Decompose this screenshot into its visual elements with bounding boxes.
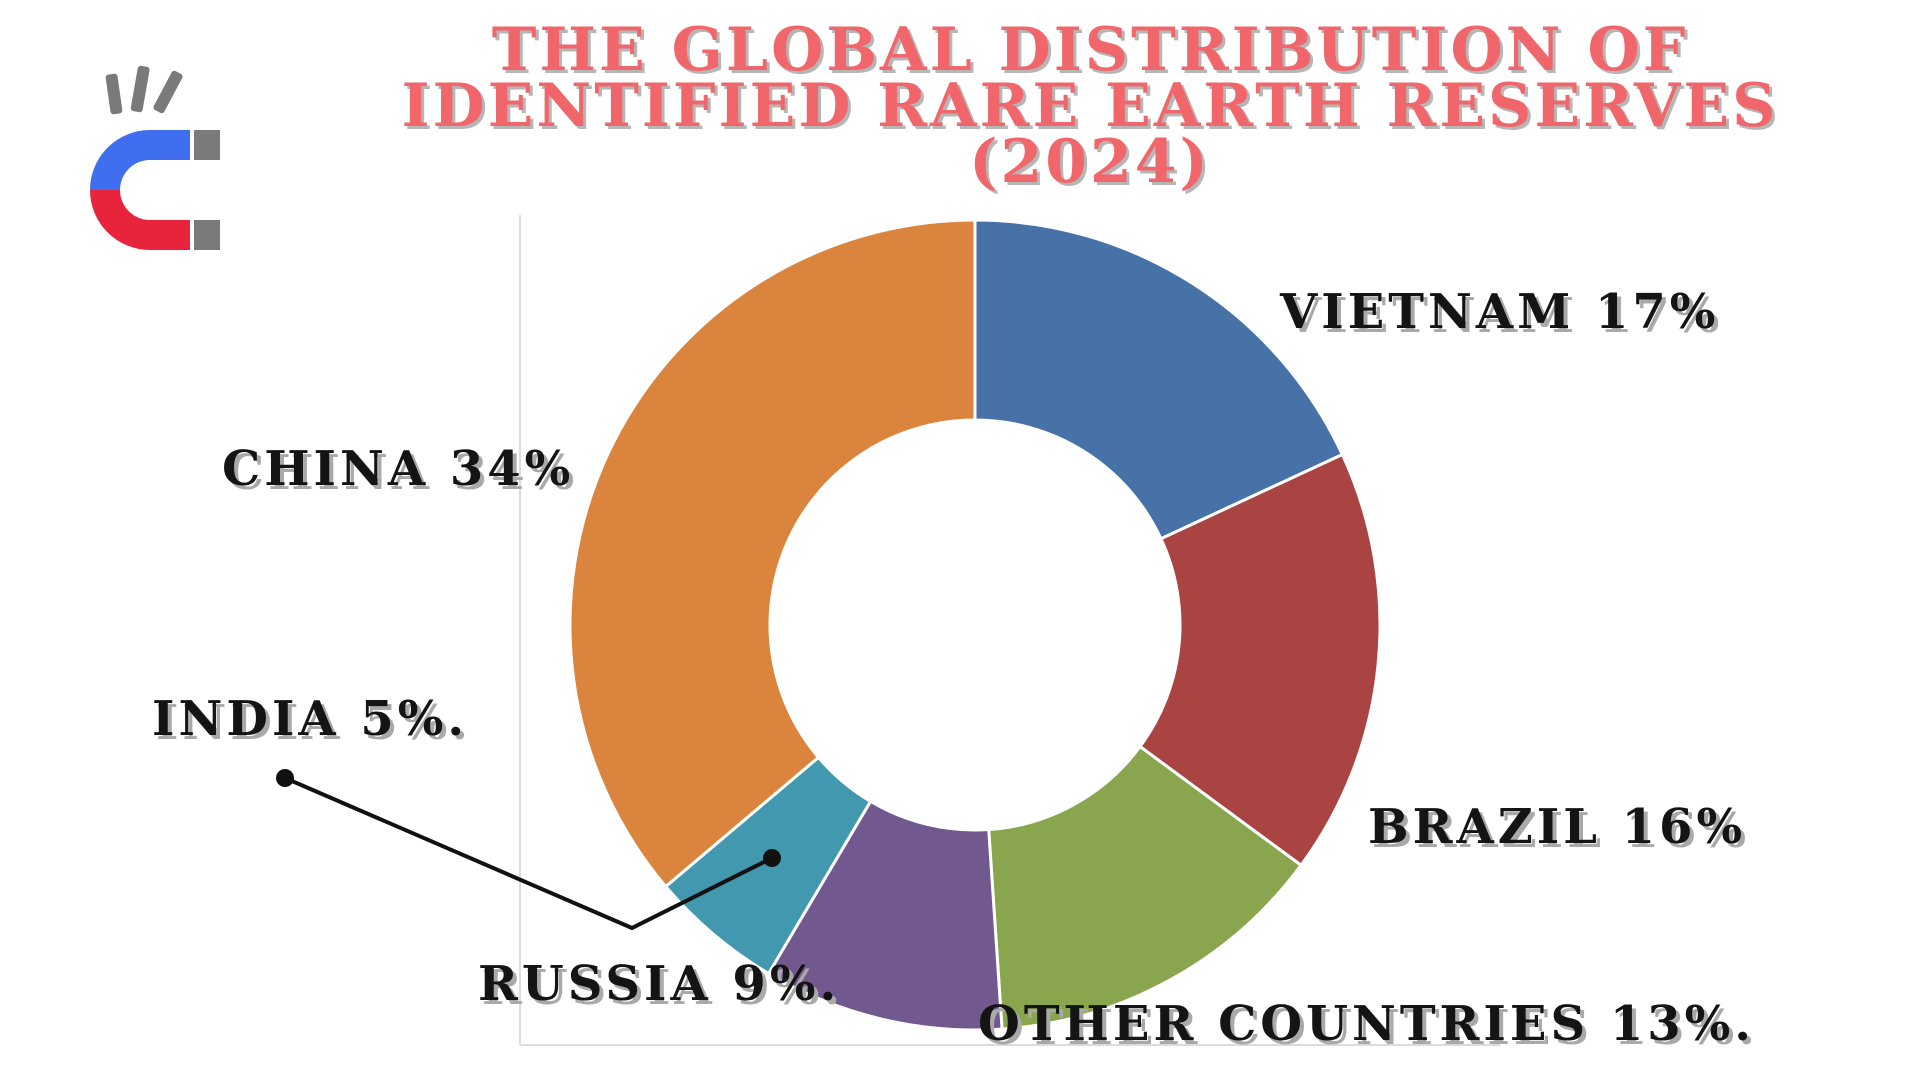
magnet-top-tip bbox=[194, 130, 220, 160]
magnet-spark-3 bbox=[153, 70, 183, 114]
title-line-3: (2024) bbox=[969, 127, 1211, 197]
slice-brazil bbox=[1137, 452, 1382, 868]
magnet-icon bbox=[90, 65, 220, 250]
label-india: INDIA 5%. bbox=[152, 691, 468, 747]
label-brazil: BRAZIL 16% bbox=[1368, 799, 1746, 855]
chart-title: THE GLOBAL DISTRIBUTION OF IDENTIFIED RA… bbox=[380, 15, 1800, 197]
slice-other-countries bbox=[987, 744, 1304, 1031]
magnet-spark-2 bbox=[130, 65, 150, 113]
india-leader-dot-start bbox=[276, 769, 294, 787]
india-leader-dot-end bbox=[763, 849, 781, 867]
label-shadow-other-countries: OTHER COUNTRIES 13%. bbox=[982, 1000, 1759, 1056]
label-shadow-brazil: BRAZIL 16% bbox=[1372, 803, 1750, 859]
magnet-bottom-half bbox=[90, 190, 190, 250]
slice-vietnam bbox=[973, 218, 1345, 541]
label-russia: RUSSIA 9%. bbox=[478, 956, 840, 1012]
label-vietnam: VIETNAM 17% bbox=[1279, 284, 1719, 340]
title-line-1: THE GLOBAL DISTRIBUTION OF bbox=[491, 15, 1689, 85]
label-other-countries: OTHER COUNTRIES 13%. bbox=[978, 996, 1755, 1052]
label-shadow-china: CHINA 34% bbox=[226, 445, 578, 501]
label-china: CHINA 34% bbox=[222, 441, 574, 497]
magnet-bottom-tip bbox=[194, 220, 220, 250]
magnet-spark-1 bbox=[105, 73, 123, 115]
magnet-top-half bbox=[90, 130, 190, 190]
slice-labels: VIETNAM 17%VIETNAM 17% BRAZIL 16%BRAZIL 1… bbox=[152, 284, 1759, 1056]
slice-china bbox=[568, 218, 977, 889]
donut-slices bbox=[568, 218, 1382, 1032]
india-leader-line bbox=[284, 776, 773, 931]
title-line-2: IDENTIFIED RARE EARTH RESERVES bbox=[401, 71, 1779, 141]
label-shadow-russia: RUSSIA 9%. bbox=[482, 960, 844, 1016]
label-shadow-india: INDIA 5%. bbox=[156, 695, 472, 751]
label-shadow-vietnam: VIETNAM 17% bbox=[1283, 288, 1723, 344]
